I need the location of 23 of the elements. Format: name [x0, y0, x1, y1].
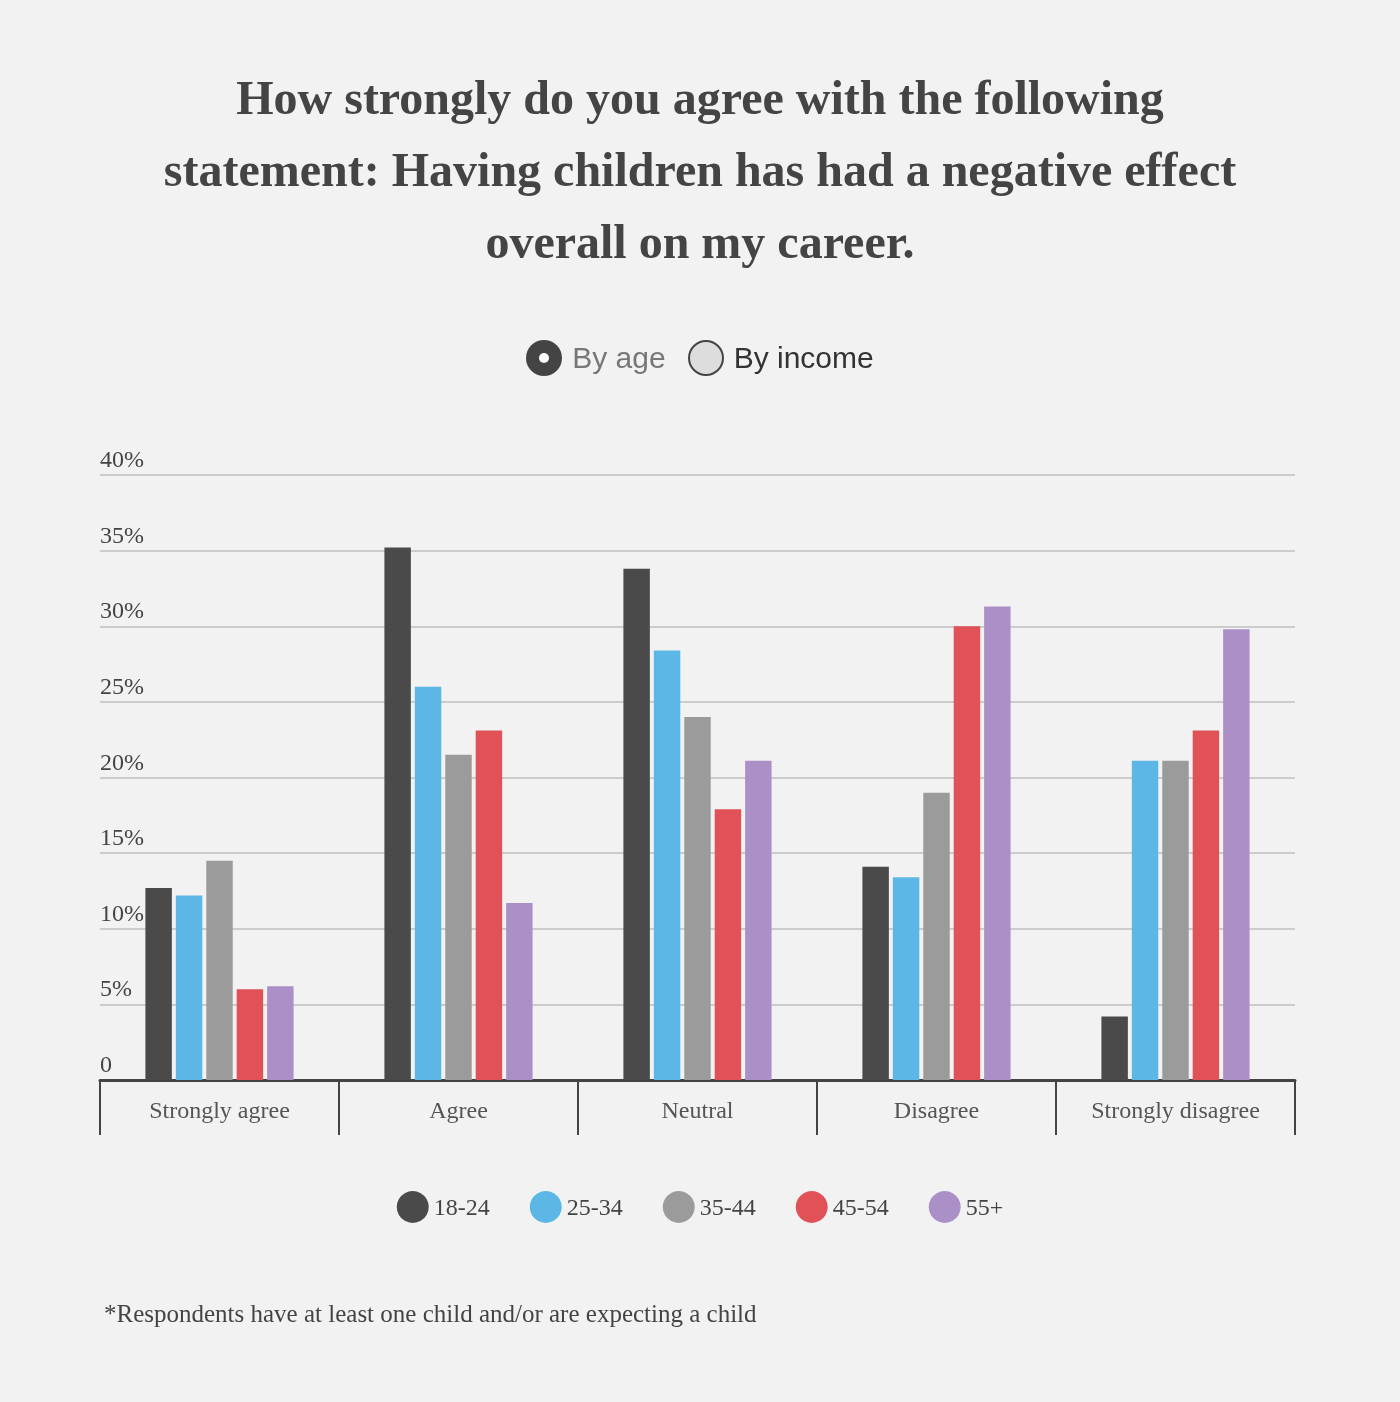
y-tick-label: 0: [100, 1051, 112, 1077]
y-tick-label: 15%: [100, 824, 144, 851]
x-tick-label: Neutral: [661, 1097, 734, 1123]
radio-button[interactable]: By income: [687, 340, 874, 376]
text: *Respondents have at least one child and/or are expecting a child: [104, 1300, 757, 1328]
legend-label: 18-24: [433, 1194, 490, 1220]
x-tick-label: Disagree: [893, 1097, 980, 1123]
x-tick-label: Strongly disagree: [1091, 1097, 1260, 1123]
x-tick-label: Agree: [429, 1097, 488, 1123]
legend-label: 25-34: [566, 1194, 623, 1220]
radio-button[interactable]: By age: [526, 340, 666, 376]
legend-label: 55+: [965, 1194, 1004, 1220]
y-tick-label: 10%: [100, 899, 144, 926]
x-tick-label: Strongly agree: [149, 1097, 290, 1123]
y-tick-label: 40%: [100, 446, 144, 472]
y-tick-label: 25%: [100, 672, 144, 699]
y-tick-label: 35%: [100, 521, 144, 548]
legend-label: 45-54: [832, 1194, 889, 1220]
y-tick-label: 5%: [100, 975, 132, 1002]
y-tick-label: 30%: [100, 597, 144, 624]
legend-label: 35-44: [699, 1194, 756, 1220]
chart-title: How strongly do you agree with the following statement: Having children has had a negative effect overall on my career.: [162, 70, 1238, 270]
y-tick-label: 20%: [100, 748, 144, 775]
